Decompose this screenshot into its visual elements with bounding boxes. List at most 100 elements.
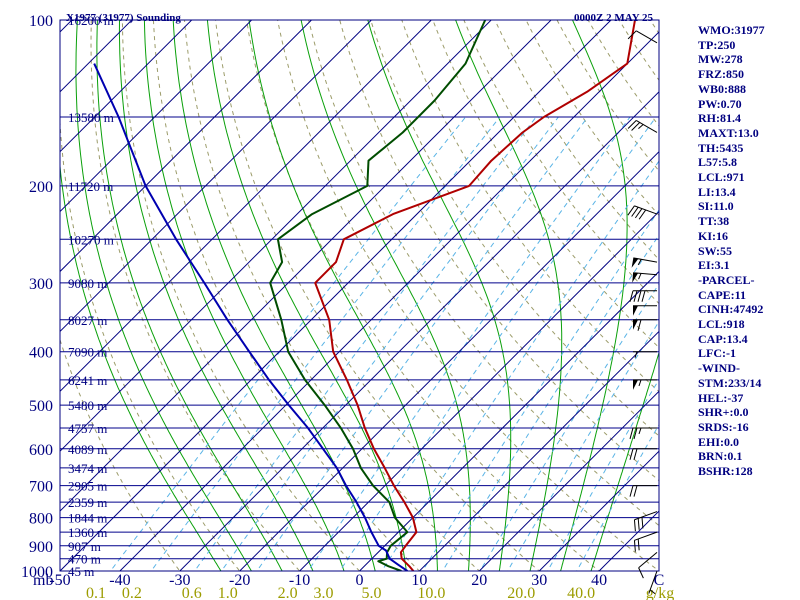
pressure-tick-label: 100 xyxy=(29,13,53,30)
moist-adiabat xyxy=(248,20,438,571)
stat-line: TT:38 xyxy=(698,214,730,229)
stat-line: MAXT:13.0 xyxy=(698,125,759,140)
wind-barb-flag xyxy=(637,518,640,530)
temperature-tick-label: -40 xyxy=(109,572,130,589)
wind-barb xyxy=(627,205,658,220)
isotherm xyxy=(538,450,659,571)
dry-adiabat xyxy=(60,338,181,571)
stat-line: STM:233/14 xyxy=(698,375,762,390)
wind-barb xyxy=(629,448,657,460)
station-title: X1977 (31977) Sounding xyxy=(66,12,181,24)
dry-adiabat xyxy=(60,20,241,571)
temperature-tick-label: -20 xyxy=(229,572,250,589)
isotherm xyxy=(60,20,313,273)
stat-line: LFC:-1 xyxy=(698,346,736,361)
height-label: 45 m xyxy=(68,564,94,579)
wind-barb xyxy=(633,379,657,390)
moist-adiabat xyxy=(60,161,222,571)
moist-adiabat xyxy=(590,350,659,571)
pressure-tick-label: 500 xyxy=(29,398,53,415)
wind-barb-flag xyxy=(631,122,641,131)
stat-line: SI:11.0 xyxy=(698,199,734,214)
wind-barb xyxy=(627,30,658,44)
stat-line: LCL:918 xyxy=(698,317,745,332)
height-label: 6241 m xyxy=(68,373,107,388)
pressure-tick-label: 800 xyxy=(29,511,53,528)
wind-barb-staff xyxy=(635,30,658,44)
wind-barb-half-flag xyxy=(638,379,642,387)
moist-adiabat xyxy=(75,20,252,571)
wind-barb-flag xyxy=(637,290,642,302)
moist-adiabat xyxy=(300,20,471,571)
isotherm xyxy=(238,150,659,571)
wind-barb-flag xyxy=(629,427,634,440)
wind-barb-flag xyxy=(629,448,634,460)
wind-barb-staff xyxy=(638,551,658,569)
dry-adiabat xyxy=(152,20,421,571)
wind-barb-flag xyxy=(627,205,635,216)
height-label: 2905 m xyxy=(68,479,107,494)
moist-adiabat xyxy=(455,20,563,571)
isotherm xyxy=(60,20,253,213)
mixing-ratio-tick-label: 0.6 xyxy=(182,585,202,600)
wind-barb-pennant xyxy=(632,272,639,283)
height-label: 11720 m xyxy=(68,179,113,194)
isotherm xyxy=(60,20,492,452)
wind-barb xyxy=(648,570,658,595)
stat-line: LCL:971 xyxy=(698,170,745,185)
pressure-tick-label: 700 xyxy=(29,479,53,496)
chart-traces xyxy=(93,20,636,571)
wind-barb-half-flag xyxy=(649,589,656,595)
wind-barb-flag xyxy=(627,30,637,40)
height-label: 4757 m xyxy=(68,421,107,436)
wind-barb-flag xyxy=(641,516,644,529)
pressure-tick-label: 900 xyxy=(29,539,53,556)
wind-barb-pennant xyxy=(633,305,638,316)
temperature-tick-label: 20 xyxy=(471,572,487,589)
wind-barb-staff xyxy=(634,531,658,541)
height-label: 13580 m xyxy=(68,110,114,125)
temperature-tick-label: -50 xyxy=(49,572,70,589)
stat-line: EI:3.1 xyxy=(698,258,730,273)
height-label: 4089 m xyxy=(68,442,107,457)
temperature-trace xyxy=(314,20,636,571)
stat-line: RH:81.4 xyxy=(698,111,741,126)
stat-line: CINH:47492 xyxy=(698,302,764,317)
wind-barb-half-flag xyxy=(637,259,642,266)
wind-barb-half-flag xyxy=(638,427,642,435)
isotherm xyxy=(298,210,659,571)
wind-barb xyxy=(629,290,657,302)
height-label: 8027 m xyxy=(68,313,107,328)
wind-barb-half-flag xyxy=(638,124,644,130)
wind-barb-flag xyxy=(633,485,638,497)
stat-line: HEL:-37 xyxy=(698,390,744,405)
wind-barb-flag xyxy=(633,540,636,552)
stat-line: SHR+:0.0 xyxy=(698,405,749,420)
height-label: 3474 m xyxy=(68,461,107,476)
isotherm xyxy=(478,390,659,571)
temperature-tick-label: -10 xyxy=(289,572,310,589)
moist-adiabat xyxy=(172,20,376,571)
pressure-unit-label: mb xyxy=(33,572,53,589)
stat-line: KI:16 xyxy=(698,228,728,243)
height-label: 9080 m xyxy=(68,276,107,291)
stat-line: -WIND- xyxy=(698,361,740,376)
height-label: 907 m xyxy=(68,539,101,554)
temperature-tick-label: -30 xyxy=(169,572,190,589)
wind-barb-flag xyxy=(638,209,647,220)
wind-barb-flag xyxy=(637,538,640,551)
stat-line: MW:278 xyxy=(698,52,743,67)
wind-barb-pennant xyxy=(633,379,638,390)
mixing-ratio-tick-label: 40.0 xyxy=(567,585,595,600)
stat-line: L57:5.8 xyxy=(698,155,737,170)
mixing-ratio-tick-label: 10.0 xyxy=(417,585,445,600)
stat-line: FRZ:850 xyxy=(698,67,744,82)
isotherm xyxy=(60,20,552,512)
moist-adiabat xyxy=(118,20,314,571)
wind-barb xyxy=(627,120,658,133)
stability-indices-panel: WMO:31977 TP:250 MW:278 FRZ:850 WB0:888 PW:0.… xyxy=(698,23,798,479)
moist-adiabat xyxy=(560,20,628,571)
wind-barb-flag xyxy=(629,290,634,302)
